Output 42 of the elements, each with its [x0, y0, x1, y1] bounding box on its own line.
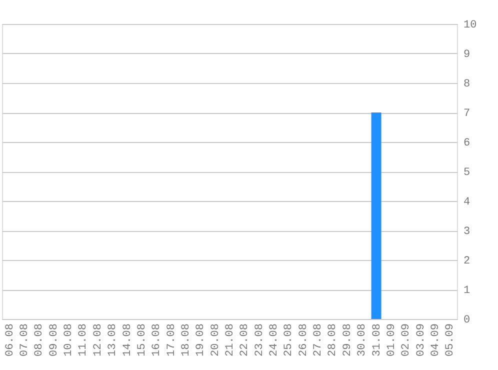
x-tick-label: 25.08: [283, 324, 296, 357]
y-tick-label: 0: [464, 314, 470, 326]
x-tick-label: 08.08: [34, 324, 46, 357]
x-tick-label: 28.08: [327, 324, 340, 357]
x-tick-label: 26.08: [298, 324, 310, 357]
x-tick-label: 10.08: [63, 324, 76, 357]
x-tick-label: 06.08: [4, 324, 16, 357]
y-tick-label: 10: [464, 20, 477, 32]
x-tick-label: 20.08: [210, 324, 222, 357]
x-tick-label: 05.09: [444, 324, 457, 357]
x-tick-label: 15.08: [136, 324, 148, 357]
x-tick-label: 11.08: [78, 324, 90, 357]
x-tick-label: 30.08: [356, 324, 369, 357]
y-tick-label: 6: [464, 138, 470, 150]
y-tick-label: 8: [464, 78, 470, 90]
x-tick-label: 04.09: [430, 324, 442, 357]
y-tick-label: 9: [464, 49, 470, 61]
x-tick-label: 27.08: [312, 324, 325, 357]
y-tick-label: 2: [464, 256, 470, 268]
x-tick-label: 03.09: [415, 324, 428, 357]
x-tick-label: 18.08: [180, 324, 192, 357]
y-tick-label: 1: [464, 285, 470, 297]
x-tick-label: 22.08: [239, 324, 252, 357]
x-tick-label: 07.08: [19, 324, 32, 357]
x-tick-label: 23.08: [254, 324, 266, 357]
x-tick-label: 19.08: [195, 324, 208, 357]
y-tick-label: 5: [464, 167, 470, 179]
x-tick-label: 09.08: [48, 324, 60, 357]
x-tick-label: 29.08: [342, 324, 354, 357]
x-tick-label: 17.08: [166, 324, 178, 357]
y-tick-label: 4: [464, 196, 470, 208]
x-tick-label: 24.08: [268, 324, 281, 357]
x-tick-label: 02.09: [400, 324, 413, 357]
x-tick-label: 21.08: [224, 324, 236, 357]
x-tick-label: 31.08: [371, 324, 384, 357]
x-tick-label: 01.09: [386, 324, 398, 357]
x-tick-label: 13.08: [107, 324, 120, 357]
x-tick-label: 16.08: [151, 324, 164, 357]
x-tick-label: 12.08: [92, 324, 104, 357]
x-tick-label: 14.08: [122, 324, 134, 357]
y-tick-label: 7: [464, 108, 470, 120]
y-tick-label: 3: [464, 226, 470, 238]
